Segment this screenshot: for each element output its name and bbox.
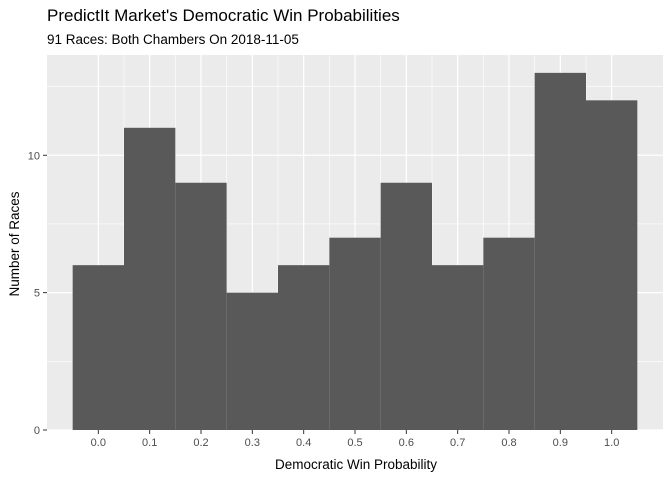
x-axis: 0.0 0.1 0.2 0.3 0.4 0.5 0.6 0.7 0.8 0.9 1.0 [91, 430, 619, 449]
x-tick-label: 0.7 [450, 437, 465, 449]
x-tick-label: 0.9 [553, 437, 568, 449]
x-axis-title: Democratic Win Probability [275, 457, 437, 472]
x-tick-label: 1.0 [604, 437, 619, 449]
x-tick-label: 0.0 [91, 437, 106, 449]
chart-title: PredictIt Market's Democratic Win Probab… [47, 6, 400, 25]
y-tick-label: 0 [34, 425, 40, 437]
x-tick-label: 0.3 [245, 437, 260, 449]
bar-0.7 [432, 265, 484, 430]
bar-0.3 [226, 292, 278, 430]
y-axis: 0 5 10 [28, 150, 47, 437]
bar-1.0 [586, 100, 638, 430]
bar-0.5 [329, 237, 381, 430]
x-tick-label: 0.6 [399, 437, 414, 449]
bar-0.8 [483, 237, 535, 430]
x-tick-label: 0.1 [142, 437, 157, 449]
bars [72, 72, 638, 431]
x-tick-label: 0.8 [501, 437, 516, 449]
bar-0.1 [124, 127, 176, 431]
bar-0.6 [380, 182, 432, 430]
y-axis-title: Number of Races [7, 191, 22, 296]
x-tick-label: 0.2 [193, 437, 208, 449]
bar-0.0 [72, 265, 124, 430]
bar-0.9 [534, 72, 586, 430]
x-tick-label: 0.4 [296, 437, 311, 449]
x-tick-label: 0.5 [347, 437, 362, 449]
y-tick-label: 10 [28, 150, 40, 162]
bar-0.2 [175, 182, 227, 430]
y-tick-label: 5 [34, 288, 40, 300]
bar-0.4 [278, 265, 330, 430]
chart-subtitle: 91 Races: Both Chambers On 2018-11-05 [47, 32, 299, 47]
